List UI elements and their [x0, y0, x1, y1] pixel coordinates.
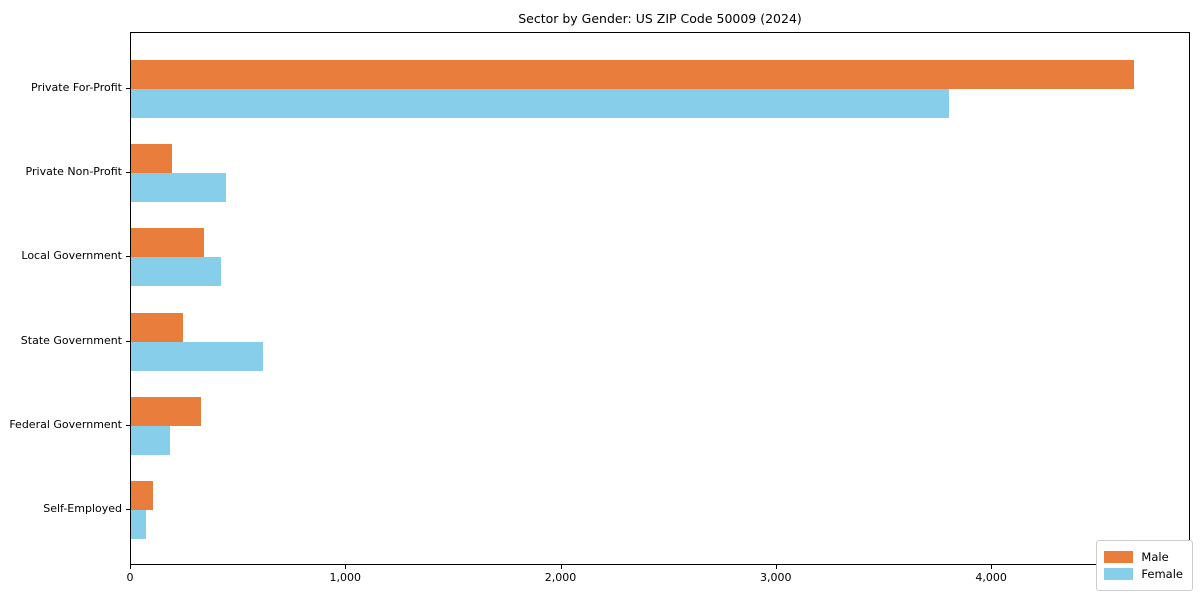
- bar-female-private-for-profit: [131, 89, 949, 118]
- x-tick-mark: [345, 565, 347, 569]
- legend-item-female: Female: [1104, 567, 1183, 581]
- bar-female-state-government: [131, 341, 264, 371]
- x-tick-label-0: 0: [126, 571, 134, 584]
- x-tick-mark: [130, 565, 131, 569]
- bar-male-private-for-profit: [131, 60, 1135, 89]
- y-tick-label-local-government: Local Government: [21, 249, 122, 263]
- x-tick-mark: [775, 565, 777, 569]
- bar-male-local-government: [131, 228, 205, 258]
- x-tick-label-1-000: 1,000: [329, 571, 362, 584]
- y-tick-mark: [126, 172, 130, 174]
- bar-male-federal-government: [131, 396, 201, 426]
- legend-swatch-male: [1104, 551, 1134, 563]
- legend-label-female: Female: [1141, 567, 1183, 581]
- bar-male-private-non-profit: [131, 144, 172, 174]
- bar-male-self-employed: [131, 481, 153, 510]
- y-tick-label-private-for-profit: Private For-Profit: [31, 81, 122, 94]
- bar-female-private-non-profit: [131, 173, 226, 203]
- legend-item-male: Male: [1104, 550, 1183, 564]
- x-tick-label-2-000: 2,000: [544, 571, 577, 584]
- y-tick-label-federal-government: Federal Government: [9, 417, 122, 431]
- chart-title: Sector by Gender: US ZIP Code 50009 (202…: [518, 11, 802, 26]
- y-tick-label-private-non-profit: Private Non-Profit: [25, 165, 122, 179]
- x-tick-label-3-000: 3,000: [760, 571, 792, 584]
- bar-female-local-government: [131, 257, 222, 287]
- y-tick-label-self-employed: Self-Employed: [43, 502, 122, 515]
- legend-label-male: Male: [1141, 550, 1169, 564]
- y-tick-mark: [126, 256, 130, 258]
- y-tick-mark: [126, 509, 130, 510]
- y-tick-mark: [126, 340, 130, 342]
- legend-swatch-female: [1104, 568, 1134, 580]
- y-tick-label-state-government: State Government: [20, 333, 122, 347]
- y-tick-mark: [126, 424, 130, 426]
- x-tick-label-4-000: 4,000: [975, 571, 1007, 584]
- legend: Male Female: [1096, 540, 1193, 591]
- y-tick-mark: [126, 88, 130, 89]
- bar-female-self-employed: [131, 510, 147, 539]
- bar-female-federal-government: [131, 425, 170, 455]
- x-tick-mark: [991, 565, 993, 569]
- x-tick-mark: [560, 565, 562, 569]
- bar-male-state-government: [131, 312, 183, 342]
- plot-area: [130, 32, 1190, 565]
